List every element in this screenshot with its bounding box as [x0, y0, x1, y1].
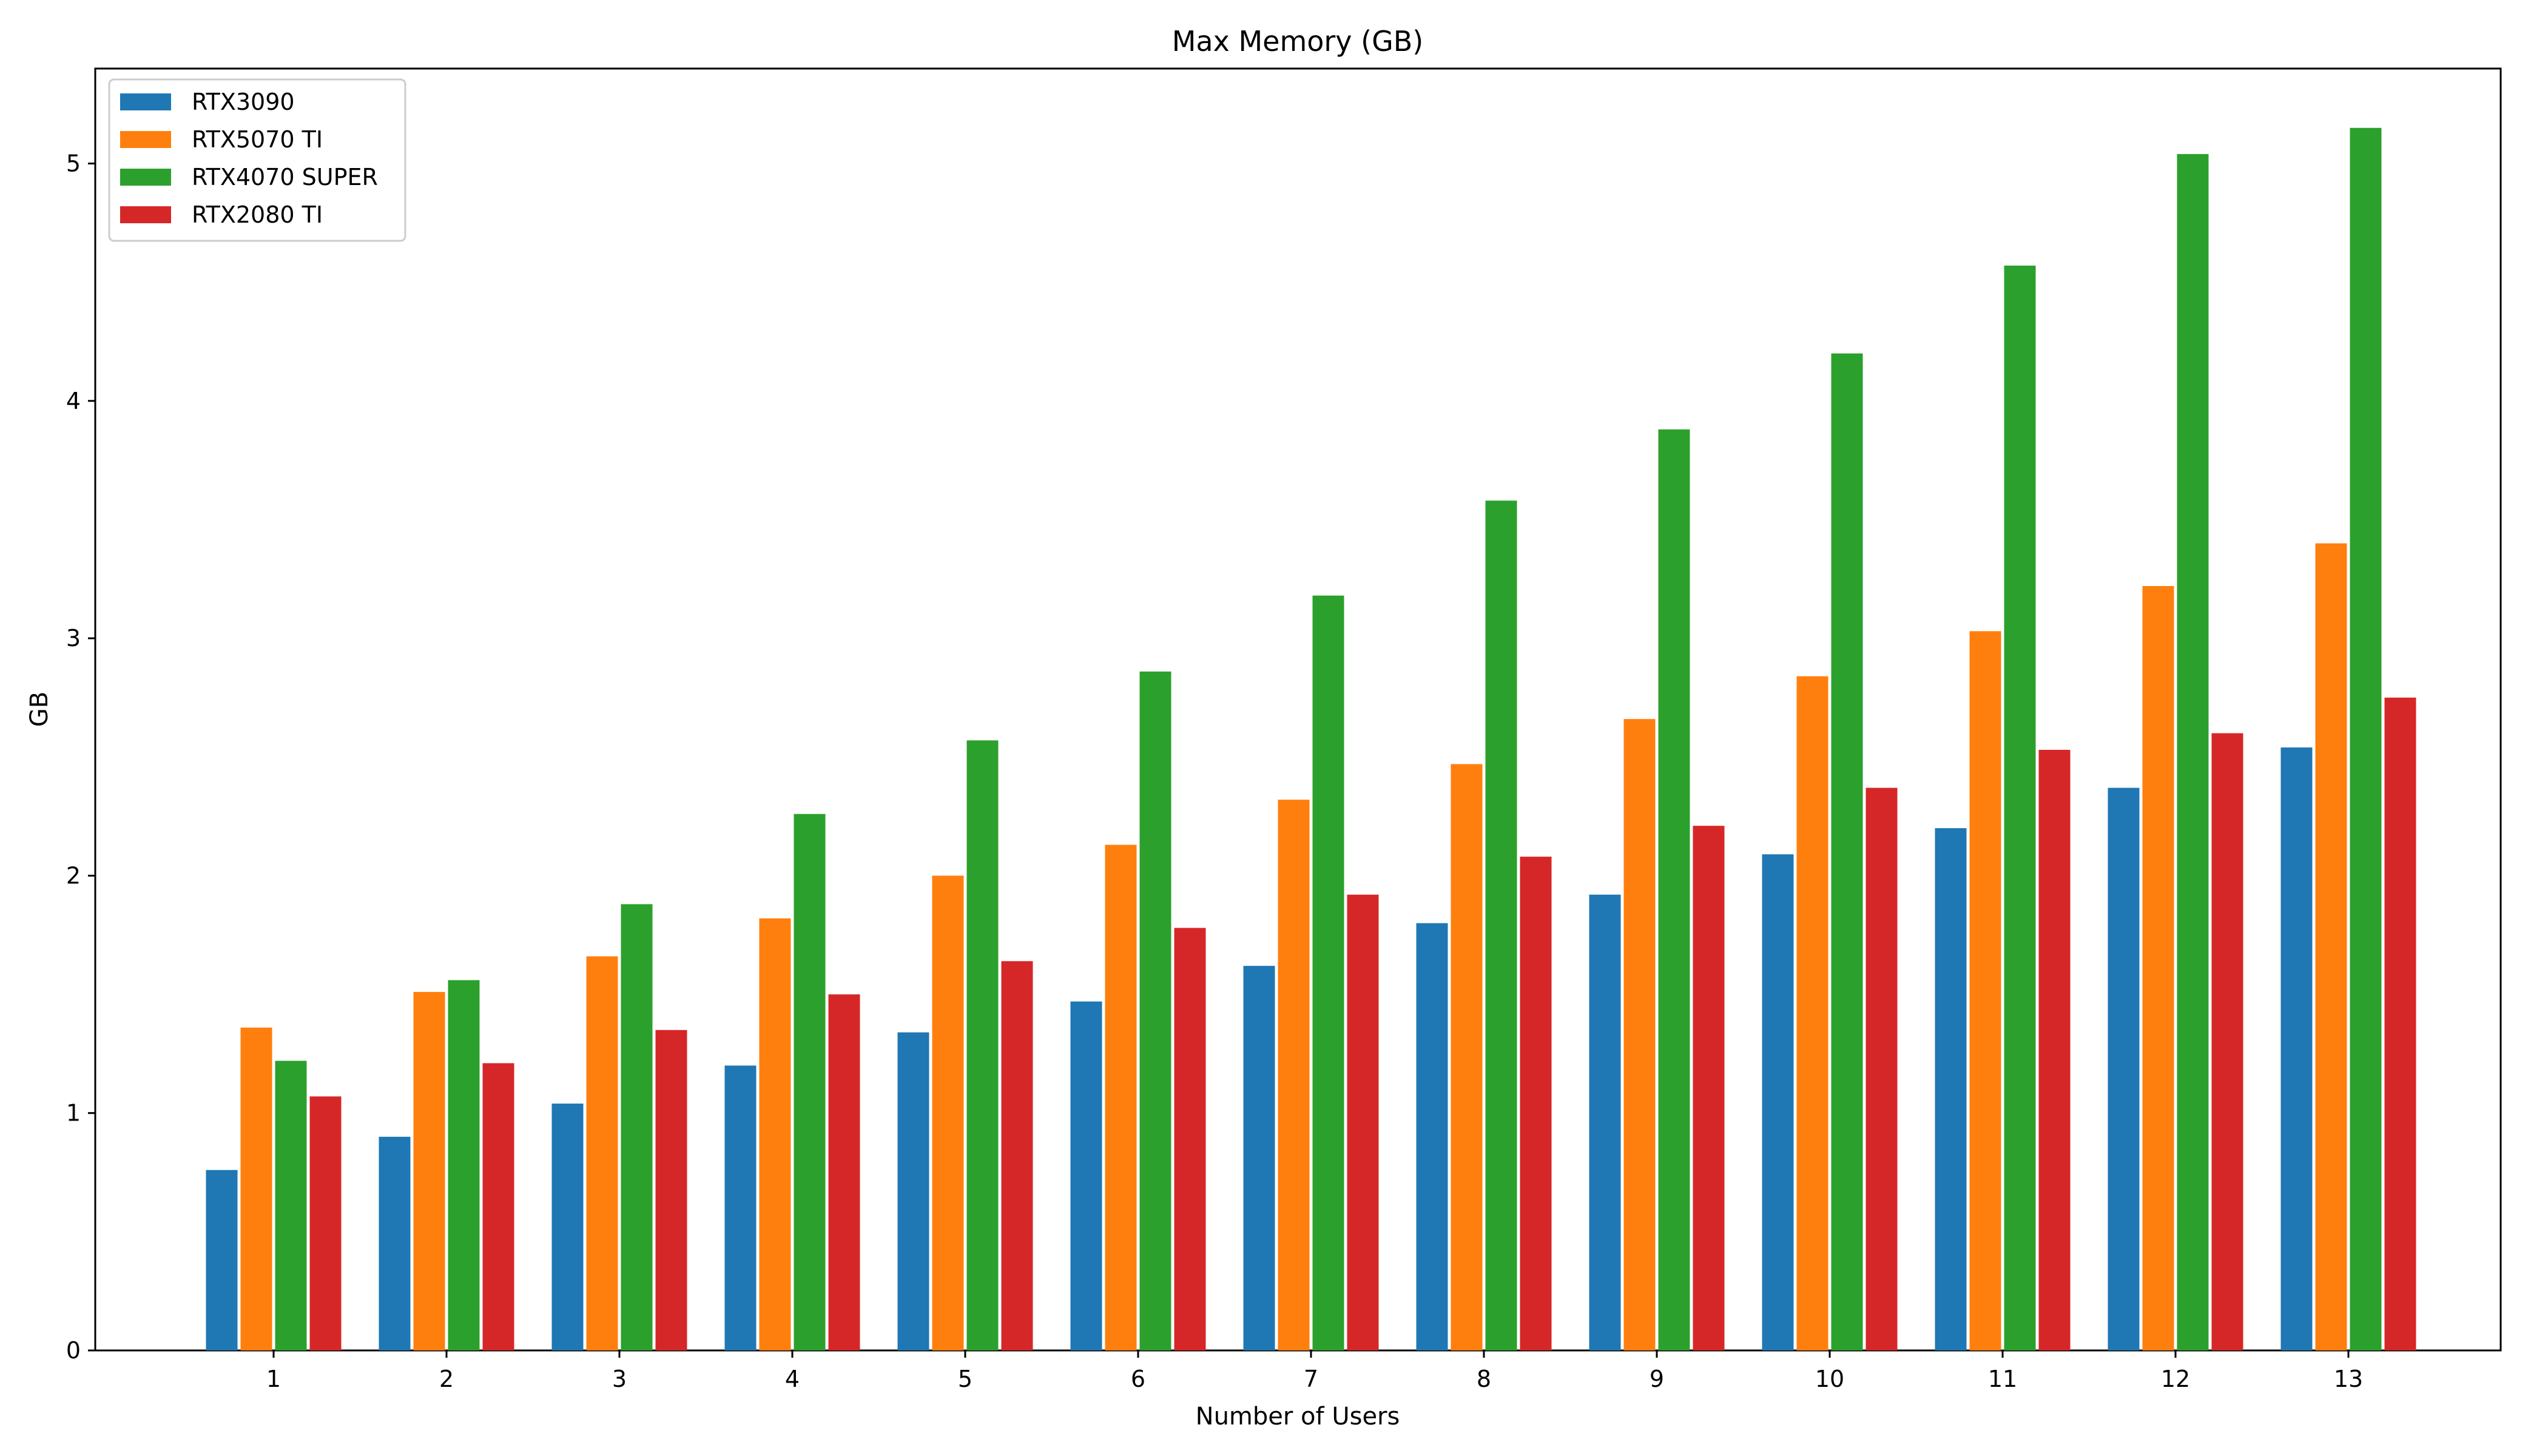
- legend-swatch: [120, 206, 171, 223]
- x-tick-label: 11: [1988, 1366, 2017, 1392]
- bar-rtx3090-11: [1935, 828, 1967, 1350]
- y-tick-label: 3: [66, 625, 81, 652]
- bar-rtx5070-ti-10: [1796, 676, 1828, 1350]
- bar-rtx3090-1: [206, 1170, 238, 1350]
- bar-rtx3090-10: [1762, 854, 1794, 1350]
- bar-rtx4070-super-12: [2177, 153, 2209, 1350]
- bar-rtx2080-ti-9: [1693, 826, 1725, 1350]
- bar-rtx4070-super-1: [275, 1060, 307, 1350]
- bar-rtx4070-super-2: [448, 980, 480, 1350]
- bar-rtx2080-ti-12: [2211, 733, 2243, 1350]
- y-tick-label: 1: [66, 1100, 81, 1127]
- x-tick-label: 8: [1477, 1366, 1491, 1392]
- x-tick-label: 7: [1304, 1366, 1318, 1392]
- bar-rtx3090-12: [2108, 787, 2140, 1350]
- legend-label: RTX3090: [192, 89, 295, 115]
- bar-rtx4070-super-7: [1312, 595, 1344, 1351]
- bar-rtx3090-9: [1589, 894, 1621, 1350]
- bar-rtx2080-ti-4: [828, 994, 860, 1350]
- bar-rtx3090-3: [551, 1104, 584, 1350]
- bar-rtx5070-ti-4: [759, 918, 791, 1350]
- bar-rtx4070-super-6: [1139, 671, 1171, 1350]
- x-axis-ticks: 1 2 3 4 5 6 7 8 9 10 11 12 13: [266, 1350, 2363, 1392]
- x-tick-label: 2: [439, 1366, 454, 1392]
- x-tick-label: 9: [1650, 1366, 1664, 1392]
- legend-label: RTX5070 TI: [192, 126, 323, 153]
- bar-rtx3090-2: [379, 1136, 411, 1350]
- x-tick-label: 10: [1815, 1366, 1844, 1392]
- bar-rtx5070-ti-13: [2315, 543, 2347, 1350]
- bar-rtx2080-ti-5: [1001, 961, 1033, 1350]
- legend-label: RTX2080 TI: [192, 201, 323, 228]
- bar-rtx5070-ti-11: [1969, 631, 2001, 1350]
- y-axis-ticks: 0 1 2 3 4 5: [66, 150, 95, 1364]
- legend-label: RTX4070 SUPER: [192, 164, 378, 190]
- y-axis-label: GB: [25, 692, 53, 727]
- bar-rtx2080-ti-1: [309, 1096, 342, 1350]
- chart-title: Max Memory (GB): [1172, 25, 1424, 58]
- bar-rtx3090-4: [724, 1065, 757, 1350]
- bar-rtx4070-super-11: [2004, 265, 2036, 1350]
- x-tick-label: 12: [2161, 1366, 2190, 1392]
- bar-rtx5070-ti-8: [1451, 764, 1483, 1350]
- bar-rtx5070-ti-7: [1278, 800, 1310, 1350]
- legend-swatch: [120, 131, 171, 148]
- bar-rtx2080-ti-2: [482, 1063, 514, 1350]
- bars-layer: [206, 127, 2416, 1351]
- bar-rtx2080-ti-8: [1520, 857, 1552, 1350]
- bar-rtx5070-ti-1: [240, 1027, 272, 1350]
- x-axis-label: Number of Users: [1196, 1403, 1400, 1431]
- legend-box: [108, 78, 406, 242]
- y-tick-label: 4: [66, 388, 81, 414]
- bar-rtx4070-super-9: [1658, 429, 1690, 1350]
- bar-rtx4070-super-13: [2350, 127, 2382, 1350]
- bar-rtx5070-ti-12: [2142, 586, 2174, 1350]
- bar-rtx4070-super-10: [1831, 353, 1863, 1350]
- bar-rtx4070-super-5: [966, 740, 999, 1350]
- x-tick-label: 1: [266, 1366, 281, 1392]
- bar-rtx2080-ti-6: [1174, 928, 1206, 1350]
- y-tick-label: 2: [66, 862, 81, 889]
- bar-rtx5070-ti-5: [932, 875, 964, 1350]
- legend: RTX3090 RTX5070 TI RTX4070 SUPER RTX2080 TI: [108, 78, 406, 242]
- y-tick-label: 5: [66, 150, 81, 177]
- bar-rtx2080-ti-7: [1347, 894, 1379, 1350]
- x-tick-label: 13: [2334, 1366, 2363, 1392]
- legend-swatch: [120, 169, 171, 186]
- legend-swatch: [120, 93, 171, 110]
- bar-rtx5070-ti-6: [1105, 844, 1137, 1350]
- bar-rtx4070-super-4: [794, 814, 826, 1350]
- bar-rtx3090-13: [2280, 747, 2313, 1350]
- x-tick-label: 6: [1131, 1366, 1145, 1392]
- bar-rtx3090-7: [1243, 966, 1275, 1350]
- bar-rtx5070-ti-3: [586, 956, 618, 1350]
- bar-rtx3090-6: [1070, 1001, 1102, 1350]
- bar-rtx2080-ti-13: [2384, 697, 2416, 1350]
- bar-rtx5070-ti-2: [413, 992, 445, 1350]
- bar-rtx5070-ti-9: [1623, 719, 1656, 1350]
- bar-rtx2080-ti-11: [2038, 750, 2071, 1350]
- x-tick-label: 5: [958, 1366, 972, 1392]
- x-tick-label: 3: [612, 1366, 627, 1392]
- bar-rtx2080-ti-3: [655, 1030, 687, 1351]
- bar-rtx2080-ti-10: [1866, 787, 1898, 1350]
- bar-rtx3090-8: [1416, 923, 1448, 1350]
- y-tick-label: 0: [66, 1337, 81, 1364]
- bar-rtx4070-super-3: [621, 904, 653, 1350]
- bar-rtx4070-super-8: [1485, 500, 1517, 1351]
- bar-rtx3090-5: [897, 1032, 929, 1350]
- x-tick-label: 4: [785, 1366, 800, 1392]
